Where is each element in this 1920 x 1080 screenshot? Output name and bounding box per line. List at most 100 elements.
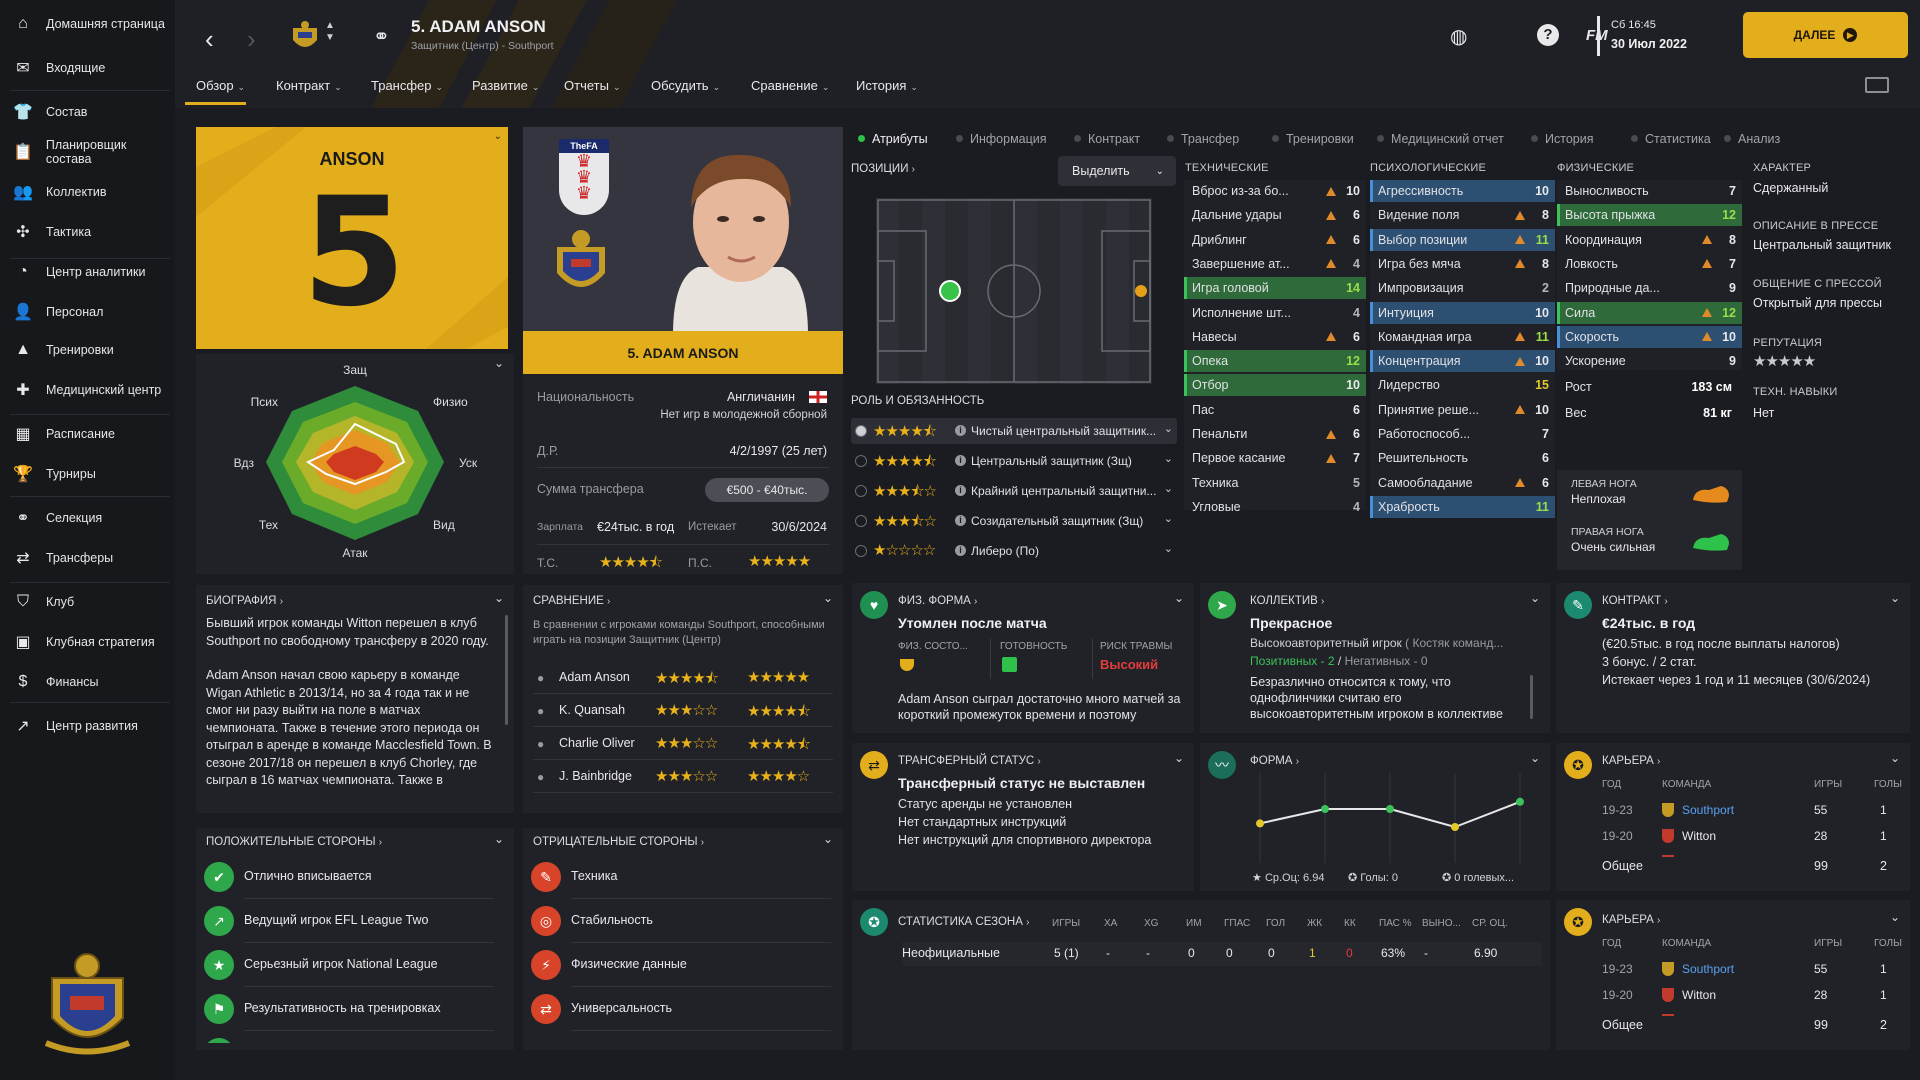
stat-col-header[interactable]: ГОЛ <box>1266 918 1286 929</box>
contract-collapse-icon[interactable]: ⌄ <box>1889 591 1900 605</box>
attribute-row[interactable]: Игра головой 14 <box>1184 277 1366 300</box>
sidebar-item-6[interactable]: ◔ Центр аналитики <box>0 254 175 290</box>
sidebar-item-7[interactable]: 👤 Персонал <box>0 294 175 330</box>
chevron-down-icon[interactable]: ⌄ <box>1163 423 1173 435</box>
info-icon[interactable]: i <box>955 425 966 436</box>
help-icon[interactable]: ? <box>1537 24 1559 46</box>
sidebar-item-16[interactable]: $ Финансы <box>0 664 175 700</box>
attribute-row[interactable]: Пенальти 6 <box>1184 423 1366 445</box>
role-row[interactable]: ★☆☆☆☆ i Либеро (По) ⌄ <box>851 538 1177 564</box>
attribute-row[interactable]: Природные да... 9 <box>1557 277 1742 299</box>
stat-col-header[interactable]: ВЫНО... <box>1422 918 1461 929</box>
sidebar-item-8[interactable]: ▲ Тренировки <box>0 332 175 368</box>
club-switch-icon[interactable]: ▲ ▼ <box>325 20 335 43</box>
tab-7[interactable]: История ⌄ <box>856 78 918 93</box>
attribute-row[interactable]: Высота прыжка 12 <box>1557 204 1742 227</box>
attr-tab-4[interactable]: Тренировки <box>1272 132 1354 146</box>
role-radio[interactable] <box>855 545 867 557</box>
attr-tab-0[interactable]: Атрибуты <box>858 132 928 146</box>
attribute-row[interactable]: Концентрация 10 <box>1370 350 1555 373</box>
attribute-row[interactable]: Первое касание 7 <box>1184 447 1366 469</box>
attribute-row[interactable]: Координация 8 <box>1557 229 1742 251</box>
career-title[interactable]: КАРЬЕРА › <box>1602 755 1661 767</box>
strengths-title[interactable]: ПОЛОЖИТЕЛЬНЫЕ СТОРОНЫ › <box>206 836 383 848</box>
attribute-row[interactable]: Скорость 10 <box>1557 325 1742 348</box>
attribute-row[interactable]: Пас 6 <box>1184 399 1366 421</box>
form-point[interactable] <box>1386 805 1394 813</box>
chevron-down-icon[interactable]: ⌄ <box>1163 483 1173 495</box>
stat-col-header[interactable]: ИМ <box>1186 918 1202 929</box>
attribute-row[interactable]: Работоспособ... 7 <box>1370 423 1555 445</box>
stat-col-header[interactable]: XG <box>1144 918 1159 929</box>
transfer-status-collapse-icon[interactable]: ⌄ <box>1173 751 1184 765</box>
tab-3[interactable]: Развитие ⌄ <box>472 78 539 93</box>
attribute-row[interactable]: Навесы 6 <box>1184 326 1366 348</box>
tab-4[interactable]: Отчеты ⌄ <box>564 78 620 93</box>
club-badge-icon[interactable] <box>290 20 320 54</box>
attribute-row[interactable]: Принятие реше... 10 <box>1370 399 1555 421</box>
fm-logo[interactable]: FM <box>1586 27 1608 44</box>
attribute-row[interactable]: Дриблинг 6 <box>1184 229 1366 251</box>
transfer-value-pill[interactable]: €500 - €40тыс. <box>705 478 829 502</box>
attribute-row[interactable]: Угловые 4 <box>1184 496 1366 518</box>
attr-tab-6[interactable]: История <box>1531 132 1593 146</box>
transfer-status-title[interactable]: ТРАНСФЕРНЫЙ СТАТУС › <box>898 755 1041 767</box>
bio-scrollbar[interactable] <box>505 615 508 725</box>
form-collapse-icon[interactable]: ⌄ <box>1529 751 1540 765</box>
role-row[interactable]: ★★★⯪☆ i Крайний центральный защитни... ⌄ <box>851 478 1177 504</box>
attr-tab-3[interactable]: Трансфер <box>1167 132 1239 146</box>
career-title-2[interactable]: КАРЬЕРА › <box>1602 914 1661 926</box>
career-collapse-icon-2[interactable]: ⌄ <box>1889 910 1900 924</box>
career-row[interactable]: 19-20 Witton 28 1 <box>1602 829 1887 843</box>
form-point[interactable] <box>1516 797 1524 806</box>
strengths-collapse-icon[interactable]: ⌄ <box>493 832 504 846</box>
attr-tab-7[interactable]: Статистика <box>1631 132 1711 146</box>
dynamics-collapse-icon[interactable]: ⌄ <box>1529 591 1540 605</box>
stat-col-header[interactable]: ХА <box>1104 918 1118 929</box>
career-row[interactable]: 19-23 Southport 55 1 <box>1602 803 1887 817</box>
comparison-row[interactable]: ● Charlie Oliver ★★★☆☆ ★★★★⯪ <box>533 729 833 760</box>
dynamics-title[interactable]: КОЛЛЕКТИВ › <box>1250 595 1325 607</box>
tab-5[interactable]: Обсудить ⌄ <box>651 78 720 93</box>
attribute-row[interactable]: Завершение ат... 4 <box>1184 253 1366 275</box>
stat-col-header[interactable]: СР. ОЦ. <box>1472 918 1508 929</box>
role-radio[interactable] <box>855 425 867 437</box>
binoculars-icon[interactable]: ⚭ <box>373 26 390 48</box>
bio-title[interactable]: БИОГРАФИЯ › <box>206 595 284 607</box>
attribute-row[interactable]: Игра без мяча 8 <box>1370 253 1555 275</box>
comparison-row[interactable]: ● J. Bainbridge ★★★☆☆ ★★★★☆ <box>533 762 833 793</box>
comparison-title[interactable]: СРАВНЕНИЕ › <box>533 595 611 607</box>
sidebar-item-11[interactable]: 🏆 Турниры <box>0 456 175 492</box>
attribute-row[interactable]: Техника 5 <box>1184 472 1366 494</box>
comparison-row[interactable]: ●Chris Doyle★★★☆☆★★★★☆ <box>533 795 833 799</box>
sidebar-item-2[interactable]: 👕 Состав <box>0 94 175 130</box>
chevron-down-icon[interactable]: ⌄ <box>1163 543 1173 555</box>
role-radio[interactable] <box>855 455 867 467</box>
form-point[interactable] <box>1321 805 1329 813</box>
info-icon[interactable]: i <box>955 545 966 556</box>
attribute-row[interactable]: Командная игра 11 <box>1370 326 1555 348</box>
attribute-row[interactable]: Интуиция 10 <box>1370 301 1555 324</box>
tab-0[interactable]: Обзор ⌄ <box>196 78 245 93</box>
attr-tab-1[interactable]: Информация <box>956 132 1047 146</box>
attribute-row[interactable]: Видение поля 8 <box>1370 204 1555 226</box>
career-row[interactable]: 17-19Chorley160 <box>1602 855 1902 857</box>
sidebar-item-15[interactable]: ▣ Клубная стратегия <box>0 624 175 660</box>
attribute-row[interactable]: Импровизация 2 <box>1370 277 1555 299</box>
career-collapse-icon[interactable]: ⌄ <box>1889 751 1900 765</box>
sidebar-item-17[interactable]: ↗ Центр развития <box>0 708 175 744</box>
info-icon[interactable]: i <box>955 455 966 466</box>
tab-6[interactable]: Сравнение ⌄ <box>751 78 829 93</box>
nationality-value[interactable]: Англичанин <box>726 390 795 404</box>
comparison-collapse-icon[interactable]: ⌄ <box>822 591 833 605</box>
back-arrow-icon[interactable]: ‹ <box>205 24 214 54</box>
continue-button[interactable]: ДАЛЕЕ ▶ <box>1743 12 1908 58</box>
attribute-row[interactable]: Самообладание 6 <box>1370 472 1555 494</box>
comparison-row[interactable]: ● K. Quansah ★★★☆☆ ★★★★⯪ <box>533 696 833 727</box>
stat-col-header[interactable]: ЖК <box>1307 918 1323 929</box>
attribute-row[interactable]: Выносливость 7 <box>1557 180 1742 202</box>
attribute-row[interactable]: Храбрость 11 <box>1370 495 1555 518</box>
role-radio[interactable] <box>855 485 867 497</box>
sidebar-item-1[interactable]: ✉ Входящие <box>0 50 175 86</box>
tab-2[interactable]: Трансфер ⌄ <box>371 78 443 93</box>
